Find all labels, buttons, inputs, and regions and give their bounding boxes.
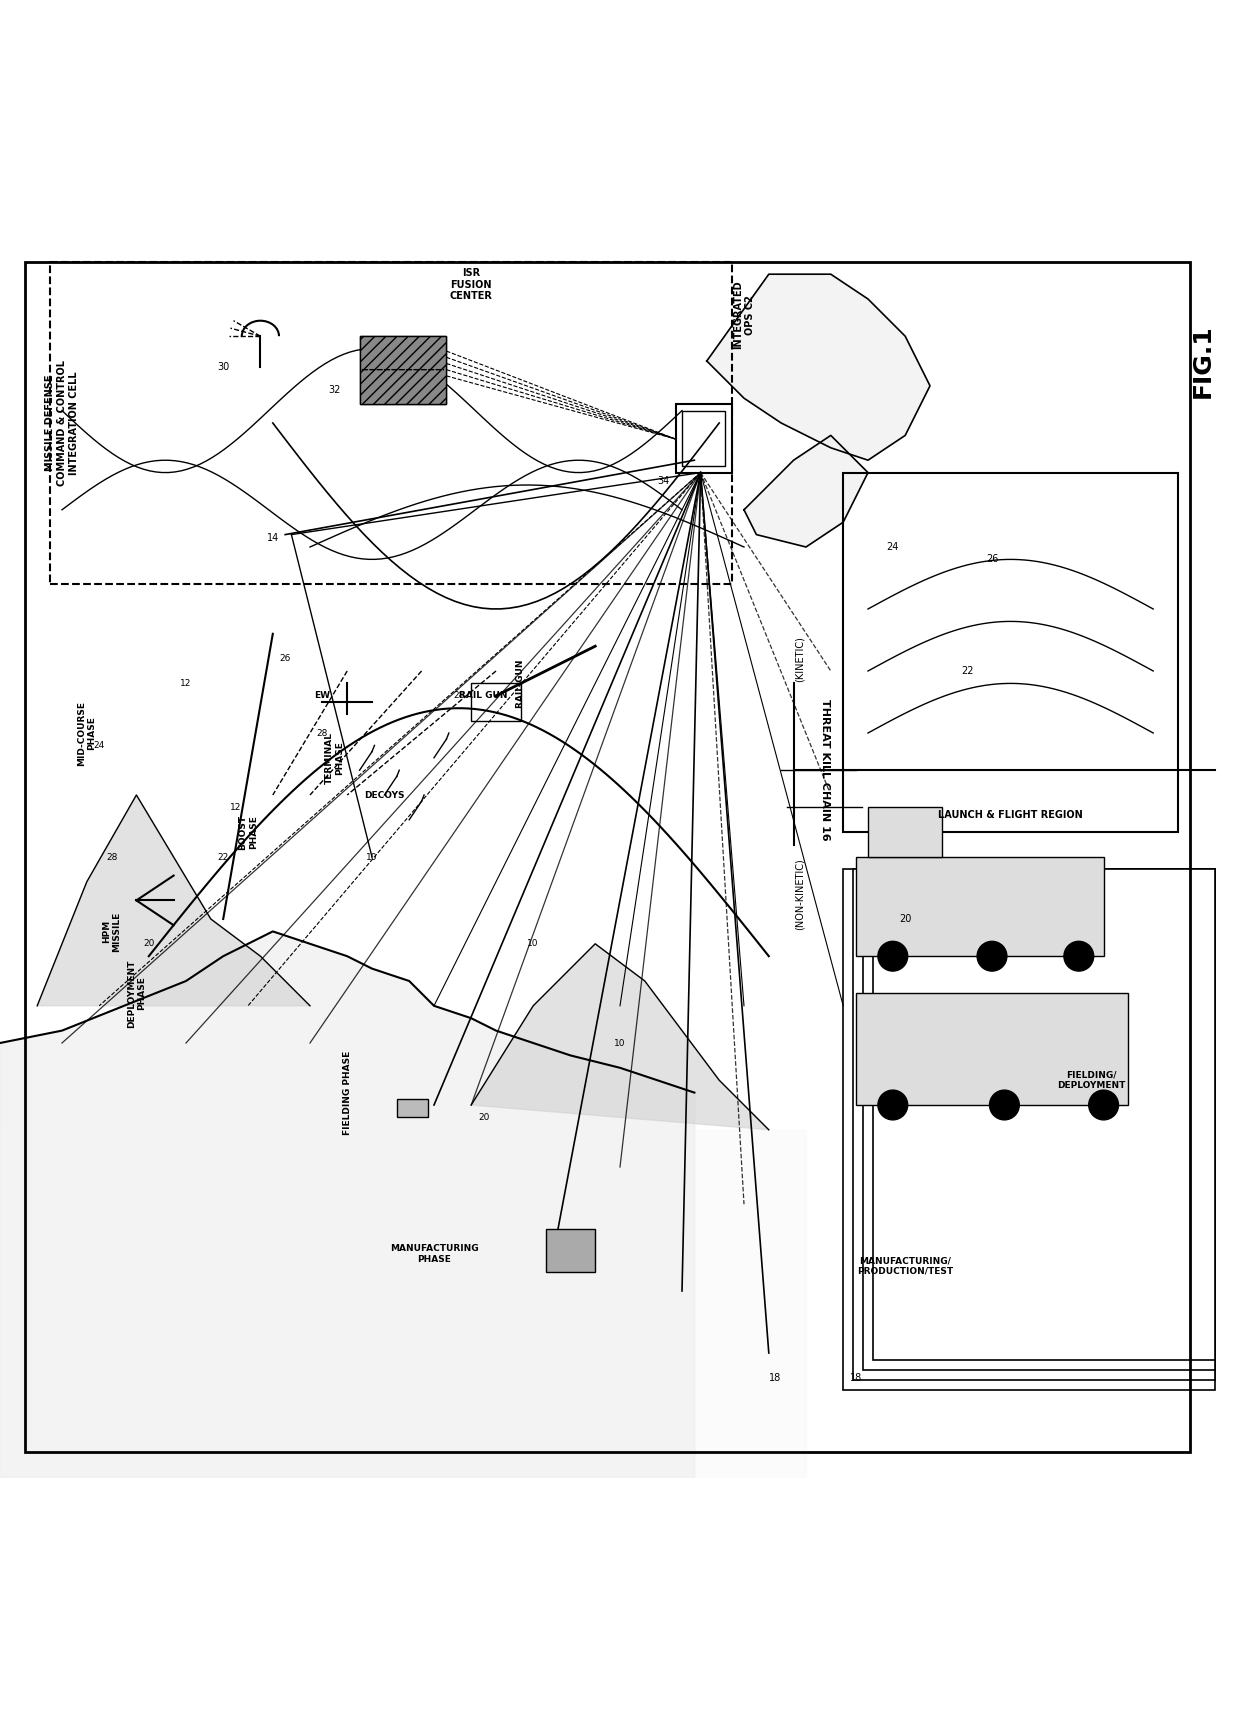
Polygon shape bbox=[546, 1229, 595, 1272]
Text: 10: 10 bbox=[366, 852, 378, 862]
Text: RAIL GUN: RAIL GUN bbox=[516, 660, 526, 708]
Text: 32: 32 bbox=[329, 384, 341, 394]
Polygon shape bbox=[873, 869, 1215, 1361]
Text: 34: 34 bbox=[657, 476, 670, 487]
Circle shape bbox=[977, 941, 1007, 972]
Text: FIELDING/
DEPLOYMENT: FIELDING/ DEPLOYMENT bbox=[1056, 1071, 1126, 1090]
Text: MID-COURSE
PHASE: MID-COURSE PHASE bbox=[77, 701, 97, 766]
Text: 28: 28 bbox=[453, 691, 465, 701]
Text: THREAT KILL CHAIN 16: THREAT KILL CHAIN 16 bbox=[820, 699, 830, 842]
Text: FIG.1: FIG.1 bbox=[1190, 324, 1215, 398]
Circle shape bbox=[878, 941, 908, 972]
Polygon shape bbox=[707, 274, 930, 459]
Text: RAIL GUN: RAIL GUN bbox=[459, 691, 508, 701]
Text: HPM
MISSILE: HPM MISSILE bbox=[102, 912, 122, 951]
Polygon shape bbox=[863, 869, 1215, 1371]
Text: LAUNCH & FLIGHT REGION: LAUNCH & FLIGHT REGION bbox=[939, 809, 1083, 819]
Circle shape bbox=[878, 1090, 908, 1119]
Text: (NON-KINETIC): (NON-KINETIC) bbox=[795, 859, 805, 931]
Text: 22: 22 bbox=[961, 667, 973, 675]
Polygon shape bbox=[868, 807, 942, 857]
Polygon shape bbox=[856, 857, 1104, 956]
Text: 12: 12 bbox=[229, 802, 242, 812]
Text: INTEGRATED
OPS C2: INTEGRATED OPS C2 bbox=[733, 281, 755, 350]
Text: 26: 26 bbox=[986, 554, 998, 564]
Polygon shape bbox=[744, 435, 868, 547]
Text: DEPLOYMENT
PHASE: DEPLOYMENT PHASE bbox=[126, 960, 146, 1028]
Text: 26: 26 bbox=[279, 655, 291, 663]
Text: MISSILE DEFENSE
COMMAND & CONTROL
INTEGRATION CELL: MISSILE DEFENSE COMMAND & CONTROL INTEGR… bbox=[46, 360, 78, 487]
Text: ISR
FUSION
CENTER: ISR FUSION CENTER bbox=[450, 267, 492, 302]
Circle shape bbox=[1089, 1090, 1118, 1119]
Polygon shape bbox=[360, 336, 446, 405]
Circle shape bbox=[990, 1090, 1019, 1119]
Text: DECOYS: DECOYS bbox=[365, 790, 404, 799]
Text: 30: 30 bbox=[217, 362, 229, 372]
Text: FIELDING PHASE: FIELDING PHASE bbox=[342, 1051, 352, 1135]
Circle shape bbox=[1064, 941, 1094, 972]
Text: 24: 24 bbox=[93, 740, 105, 751]
Polygon shape bbox=[471, 944, 769, 1130]
Polygon shape bbox=[397, 1099, 428, 1118]
Text: 28: 28 bbox=[316, 728, 329, 737]
Text: 14: 14 bbox=[267, 533, 279, 543]
Text: 10: 10 bbox=[527, 939, 539, 948]
Text: 12: 12 bbox=[180, 679, 192, 687]
Text: 18: 18 bbox=[849, 1373, 862, 1383]
Text: 20: 20 bbox=[899, 914, 911, 924]
Text: 20: 20 bbox=[477, 1112, 490, 1123]
Text: MANUFACTURING
PHASE: MANUFACTURING PHASE bbox=[389, 1244, 479, 1263]
Polygon shape bbox=[853, 869, 1215, 1380]
Text: 10: 10 bbox=[614, 1039, 626, 1047]
Text: BOOST
PHASE: BOOST PHASE bbox=[238, 814, 258, 850]
Polygon shape bbox=[856, 994, 1128, 1106]
Text: 24: 24 bbox=[887, 542, 899, 552]
Text: 18: 18 bbox=[769, 1373, 781, 1383]
Text: (KINETIC): (KINETIC) bbox=[795, 636, 805, 682]
Text: TERMINAL
PHASE: TERMINAL PHASE bbox=[325, 732, 345, 783]
Text: 28: 28 bbox=[105, 852, 118, 862]
Text: 20: 20 bbox=[143, 939, 155, 948]
Text: MANUFACTURING/
PRODUCTION/TEST: MANUFACTURING/ PRODUCTION/TEST bbox=[857, 1256, 954, 1275]
Polygon shape bbox=[843, 869, 1215, 1390]
Text: EW: EW bbox=[315, 691, 330, 701]
Polygon shape bbox=[37, 795, 310, 1006]
Polygon shape bbox=[676, 405, 732, 473]
Polygon shape bbox=[360, 336, 446, 405]
Text: 22: 22 bbox=[217, 852, 229, 862]
